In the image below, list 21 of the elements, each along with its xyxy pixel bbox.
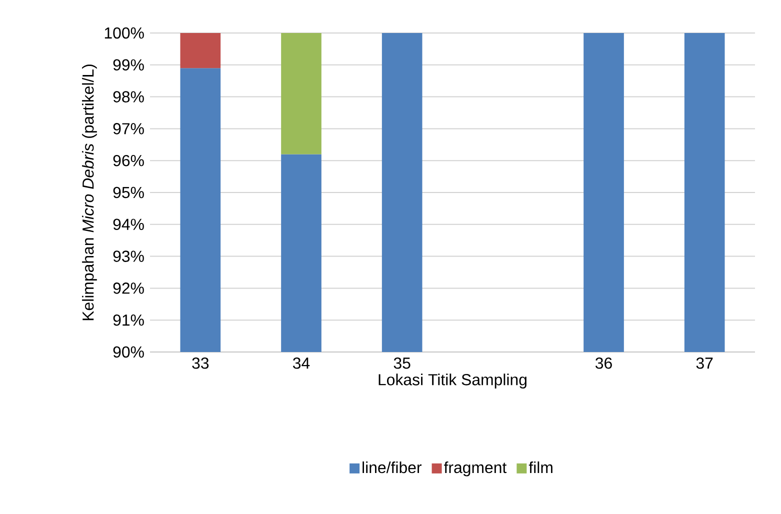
y-tick-label: 96% [113,154,144,166]
y-tick-label: 91% [113,314,144,326]
y-tick-label: 100% [104,27,144,39]
x-tick-label: 35 [394,358,410,369]
y-tick-label: 98% [113,91,144,102]
x-axis-title: Lokasi Titik Sampling [378,374,526,388]
x-tick-label: 33 [192,358,209,369]
y-tick-label: 97% [113,123,144,134]
y-tick-label: 90% [113,346,144,358]
y-tick-label: 94% [113,218,144,230]
legend-label: line/fiber [362,461,422,474]
y-tick-label: 99% [113,59,144,71]
legend-label: film [528,461,552,474]
legend-label: fragment [444,461,507,476]
y-tick-label: 92% [113,282,144,294]
y-tick-label: 95% [113,186,144,198]
x-tick-label: 34 [292,358,310,369]
y-axis-title: Kelimpahan Micro Debris (partikel/L) [82,64,97,320]
y-tick-label: 93% [113,250,144,262]
x-tick-label: 36 [595,358,612,369]
x-tick-label: 37 [696,358,713,369]
